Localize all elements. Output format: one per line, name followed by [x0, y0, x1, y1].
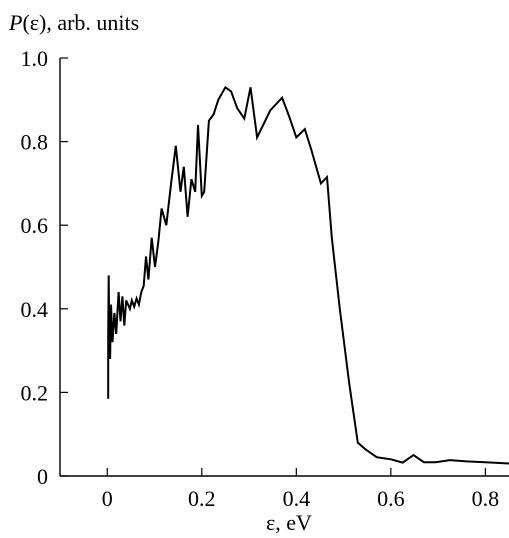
x-ticks: 0 0.2 0.4 0.6 0.8: [102, 468, 499, 511]
y-tick-label: 1.0: [21, 46, 49, 71]
y-tick-label: 0.6: [21, 213, 49, 238]
series-group: [107, 85, 509, 465]
y-tick-label: 0.4: [21, 297, 49, 322]
y-tick-label: 0.8: [21, 130, 49, 155]
y-ticks: 0 0.2 0.4 0.6 0.8 1.0: [21, 46, 68, 489]
x-tick-label: 0: [102, 486, 113, 511]
x-axis-title: ε, eV: [266, 510, 312, 535]
y-tick-label: 0: [37, 464, 48, 489]
x-tick-label: 0.2: [188, 486, 216, 511]
x-tick-label: 0.4: [283, 486, 311, 511]
y-axis-title-text: (ε), arb. units: [22, 10, 139, 35]
x-tick-label: 0.8: [472, 486, 500, 511]
y-tick-label: 0.2: [21, 380, 49, 405]
x-tick-label: 0.6: [377, 486, 405, 511]
y-axis-title-symbol: P: [8, 10, 22, 35]
y-axis-title: P(ε), arb. units: [8, 10, 139, 35]
series-line: [107, 85, 509, 465]
